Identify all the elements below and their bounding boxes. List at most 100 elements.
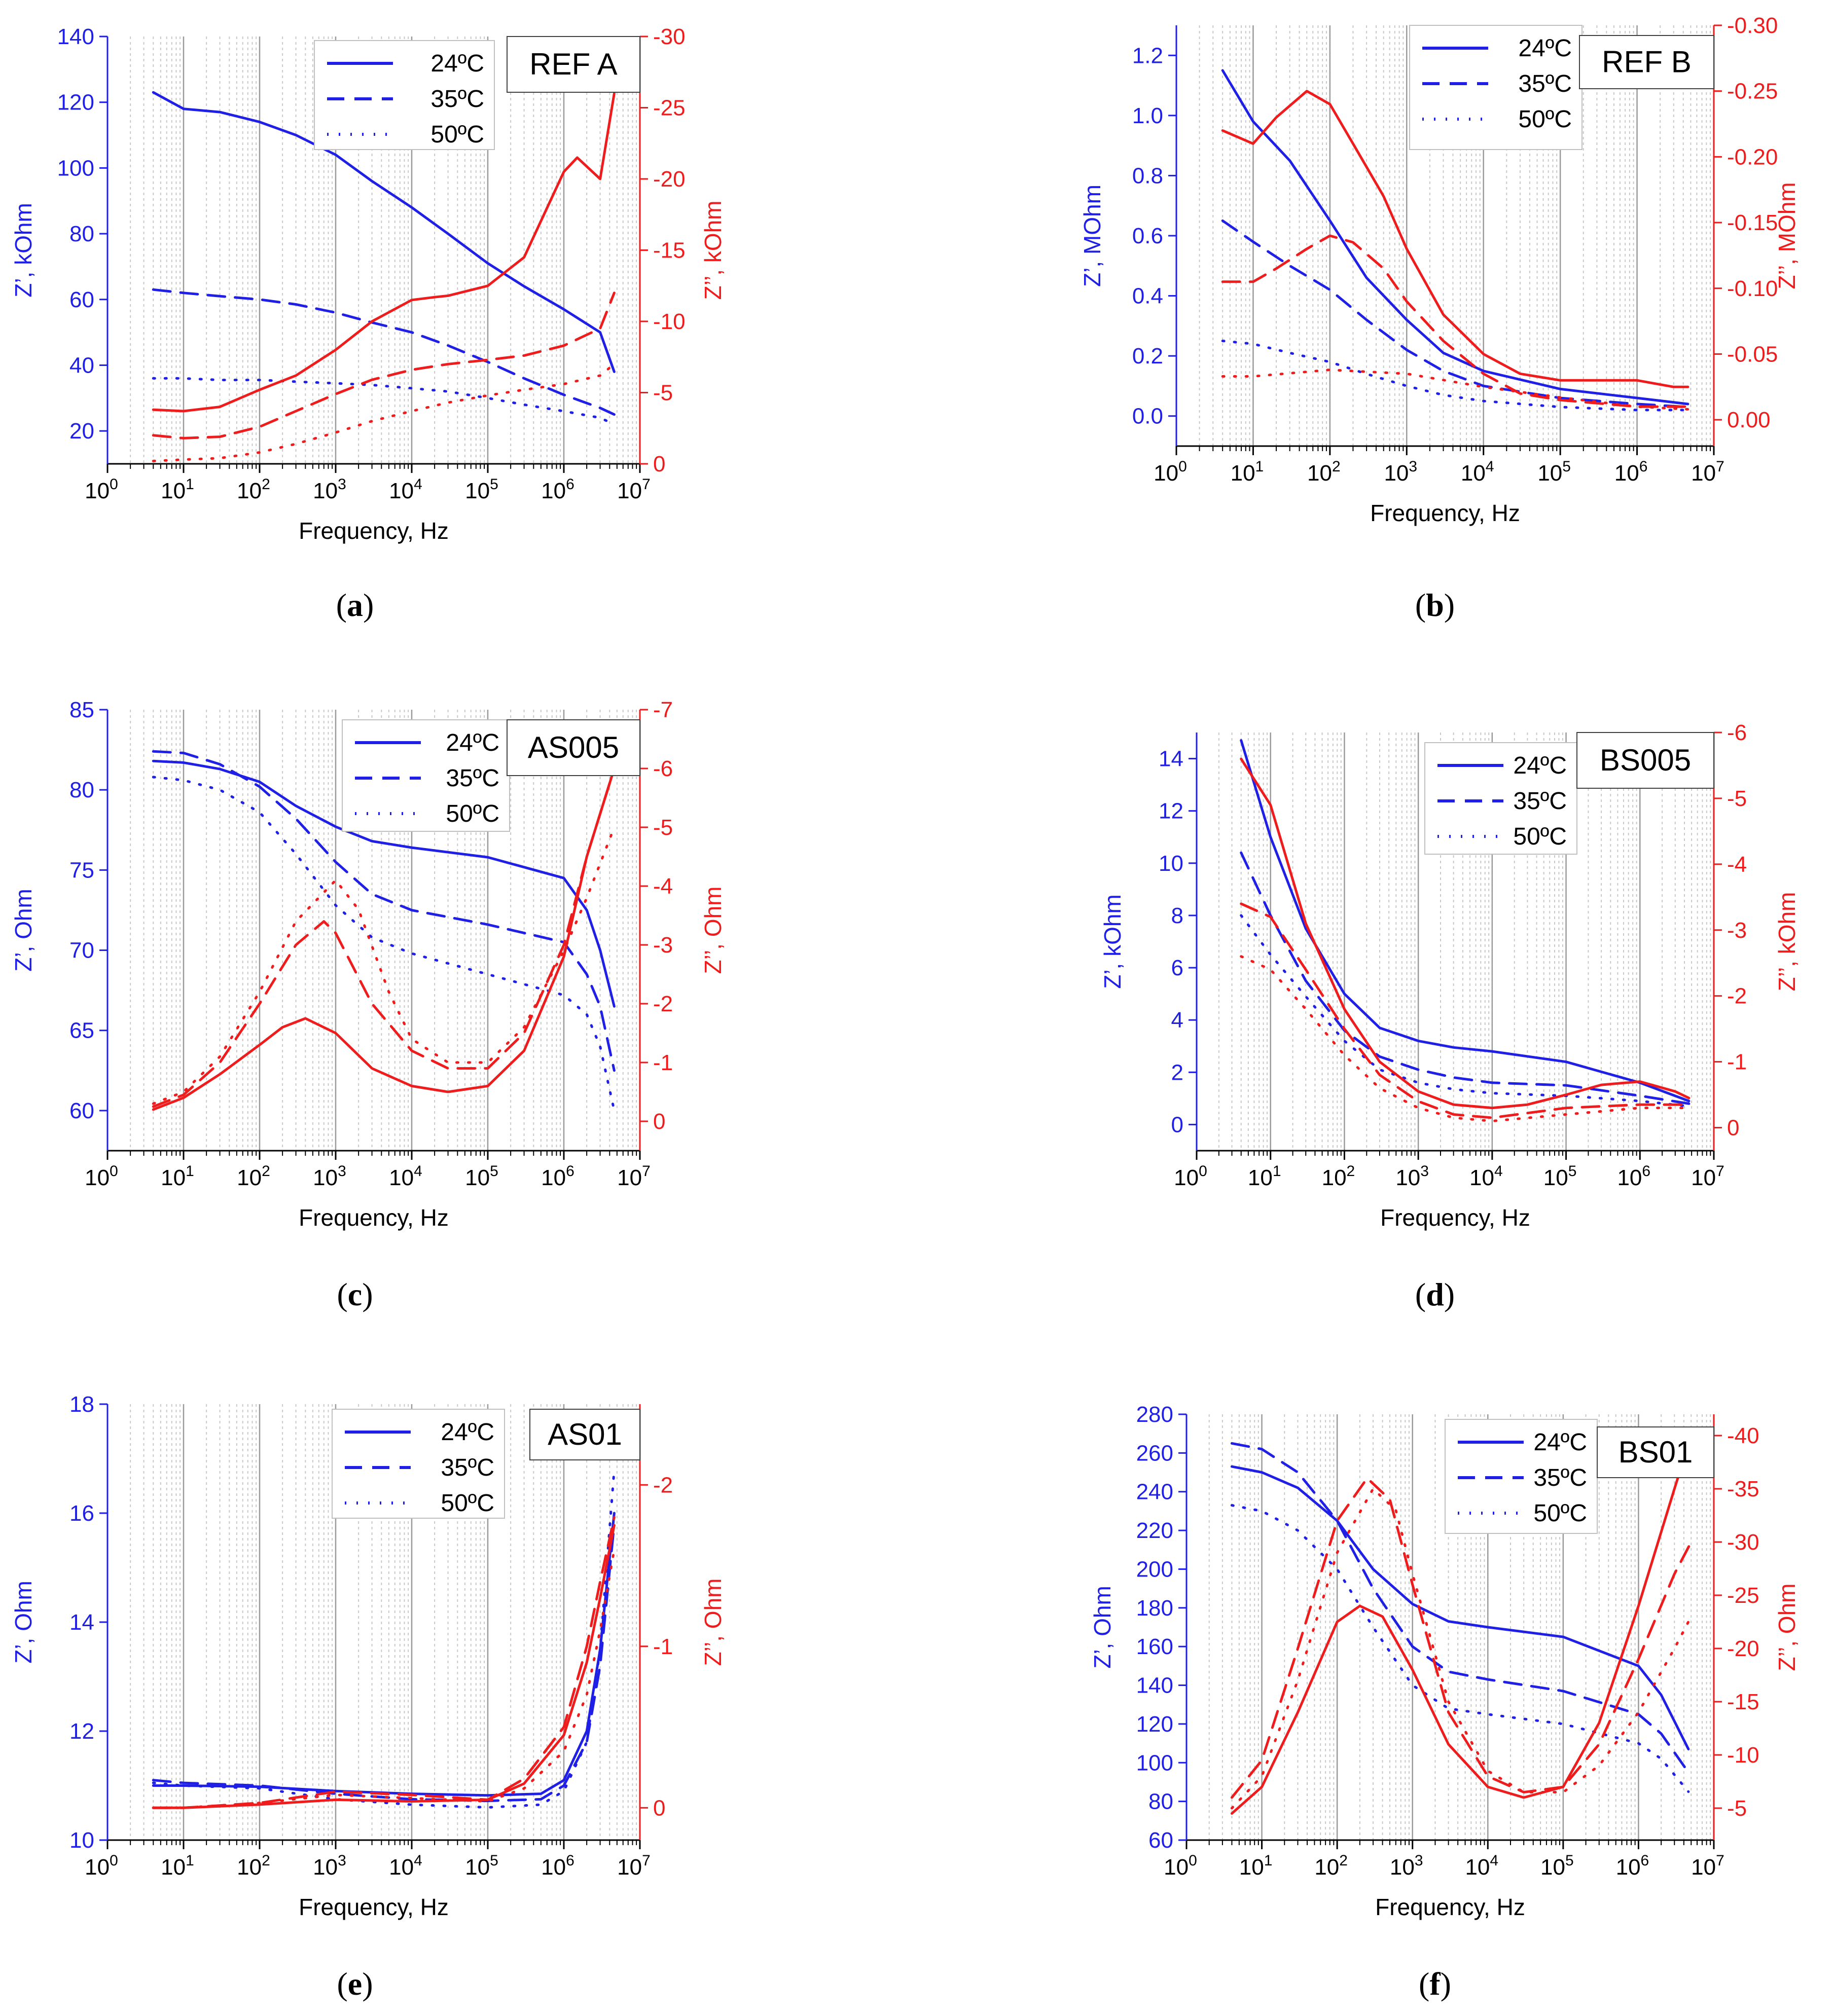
x-tick-label: 100 <box>1174 1163 1207 1190</box>
y-right-tick-label: -2 <box>1727 984 1747 1009</box>
sample-name-label: REF B <box>1602 45 1692 79</box>
chart-panel-f: 100 101 102 103 104 105 106 107 60 80 100 120 140 160… <box>1089 1402 1800 2002</box>
y-right-tick-label: -5 <box>653 815 673 840</box>
x-tick-label: 103 <box>313 1852 346 1880</box>
y-right-tick-label: -40 <box>1727 1423 1759 1448</box>
y-left-tick-label: 0.8 <box>1132 163 1163 188</box>
y-left-tick-label: 120 <box>57 90 94 115</box>
y-right-tick-label: -10 <box>1727 1743 1759 1768</box>
series-line-z-real-35c <box>1230 1442 1690 1774</box>
chart-panel-b: 100 101 102 103 104 105 106 107 0.0 0.2 0.4 0.6 0.8 1… <box>1079 13 1800 623</box>
legend-label: 24ºC <box>446 729 499 756</box>
y-left-tick-label: 10 <box>1159 851 1183 876</box>
x-tick-label: 100 <box>1164 1852 1197 1880</box>
series-line-z-imag-50c <box>1230 1487 1693 1810</box>
x-tick-label: 103 <box>1395 1163 1429 1190</box>
sample-name-box <box>1597 1426 1714 1478</box>
legend-label: 24ºC <box>441 1419 494 1446</box>
panel-caption: (c) <box>337 1276 373 1312</box>
y-left-tick-label: 220 <box>1136 1518 1173 1543</box>
panel-caption: (b) <box>1415 587 1455 623</box>
y-right-tick-label: -0.10 <box>1727 276 1778 301</box>
y-right-tick-label: -20 <box>653 167 686 192</box>
sample-name-box <box>1579 35 1714 89</box>
legend-label: 50ºC <box>441 1490 494 1517</box>
series-line-z-imag-24c <box>1221 90 1689 388</box>
series-line-z-real-50c <box>152 776 616 1112</box>
y-left-axis-title: Z’, Ohm <box>10 1581 37 1664</box>
x-tick-label: 107 <box>617 1852 651 1880</box>
x-tick-label: 102 <box>1307 458 1341 486</box>
x-tick-label: 106 <box>1616 1852 1649 1880</box>
series-line-z-real-24c <box>1240 739 1691 1103</box>
chart-panel-a: 100 101 102 103 104 105 106 107 20 40 60 80 100 120 14… <box>10 24 726 623</box>
x-tick-label: 106 <box>541 1852 574 1880</box>
x-tick-label: 104 <box>389 476 422 503</box>
y-left-tick-label: 100 <box>1136 1750 1173 1775</box>
sample-name-label: REF A <box>529 47 617 81</box>
y-left-tick-label: 0 <box>1171 1112 1183 1137</box>
y-left-tick-label: 0.6 <box>1132 224 1163 248</box>
series-line-z-imag-50c <box>152 826 616 1105</box>
chart-panel-e: 100 101 102 103 104 105 106 107 10 12 14 16 18 0 -1 -2 F… <box>10 1392 726 2002</box>
y-left-tick-label: 65 <box>69 1018 94 1043</box>
series-line-z-real-50c <box>152 1468 616 1809</box>
x-tick-label: 107 <box>1691 458 1724 486</box>
y-right-tick-label: -5 <box>653 381 673 406</box>
x-tick-label: 104 <box>1469 1163 1503 1190</box>
y-right-tick-label: -1 <box>653 1634 673 1659</box>
y-left-tick-label: 12 <box>1159 799 1183 824</box>
chart-panel-d: 100 101 102 103 104 105 106 107024681012140-1-2… <box>1099 720 1800 1312</box>
y-left-tick-label: 1.2 <box>1132 43 1163 68</box>
legend-label: 50ºC <box>430 121 484 148</box>
x-tick-label: 105 <box>465 476 498 503</box>
y-left-axis-title: Z’, kOhm <box>1099 894 1126 989</box>
panel-caption: (d) <box>1415 1276 1455 1312</box>
y-left-axis-title: Z’, Ohm <box>1089 1586 1116 1669</box>
x-tick-label: 101 <box>1231 458 1264 486</box>
y-right-tick-label: -35 <box>1727 1477 1759 1501</box>
legend-box <box>1409 25 1583 150</box>
y-right-tick-label: -6 <box>1727 720 1747 745</box>
y-left-axis-title: Z’, kOhm <box>10 203 37 298</box>
series-line-z-imag-24c <box>152 767 616 1111</box>
y-left-tick-label: 70 <box>69 938 94 963</box>
y-left-axis-title: Z’, Ohm <box>10 889 37 972</box>
y-left-tick-label: 80 <box>69 778 94 802</box>
y-left-tick-label: 1.0 <box>1132 103 1163 128</box>
series-line-z-imag-50c <box>152 362 616 462</box>
series-line-z-imag-24c <box>152 1524 616 1809</box>
y-left-tick-label: 240 <box>1136 1480 1173 1505</box>
y-left-tick-label: 160 <box>1136 1634 1173 1659</box>
y-right-axis-title: Z’’, Ohm <box>700 887 726 974</box>
x-tick-label: 103 <box>1390 1852 1423 1880</box>
y-left-tick-label: 4 <box>1171 1008 1183 1033</box>
sample-name-label: BS01 <box>1619 1435 1693 1469</box>
y-left-tick-label: 8 <box>1171 903 1183 928</box>
x-tick-label: 100 <box>1154 458 1187 486</box>
legend-box <box>342 719 510 832</box>
panel-caption: (f) <box>1419 1966 1451 2002</box>
x-tick-label: 106 <box>541 476 574 503</box>
legend-label: 35ºC <box>1533 1464 1587 1491</box>
series-line-z-real-50c <box>1230 1504 1690 1793</box>
sample-name-label: AS005 <box>528 730 619 764</box>
y-right-tick-label: -6 <box>653 756 673 781</box>
y-left-tick-label: 6 <box>1171 956 1183 980</box>
y-right-tick-label: -0.30 <box>1727 13 1778 38</box>
sample-name-box <box>507 36 640 93</box>
x-tick-label: 103 <box>1384 458 1417 486</box>
y-right-axis-title: Z’’, Ohm <box>700 1579 726 1666</box>
y-left-tick-label: 140 <box>57 24 94 49</box>
y-right-tick-label: 0 <box>653 1109 665 1134</box>
y-right-tick-label: -7 <box>653 698 673 722</box>
y-right-tick-label: -10 <box>653 309 686 334</box>
y-left-tick-label: 120 <box>1136 1712 1173 1737</box>
y-left-tick-label: 85 <box>69 698 94 722</box>
y-right-tick-label: 0.00 <box>1727 408 1771 432</box>
x-axis-title: Frequency, Hz <box>299 518 449 544</box>
series-line-z-real-35c <box>1221 219 1689 409</box>
chart-panel-c: 100 101 102 103 104 105 106 107 60 65 70 75 80 85 0 -1 -… <box>10 698 726 1312</box>
y-right-tick-label: -3 <box>1727 918 1747 943</box>
